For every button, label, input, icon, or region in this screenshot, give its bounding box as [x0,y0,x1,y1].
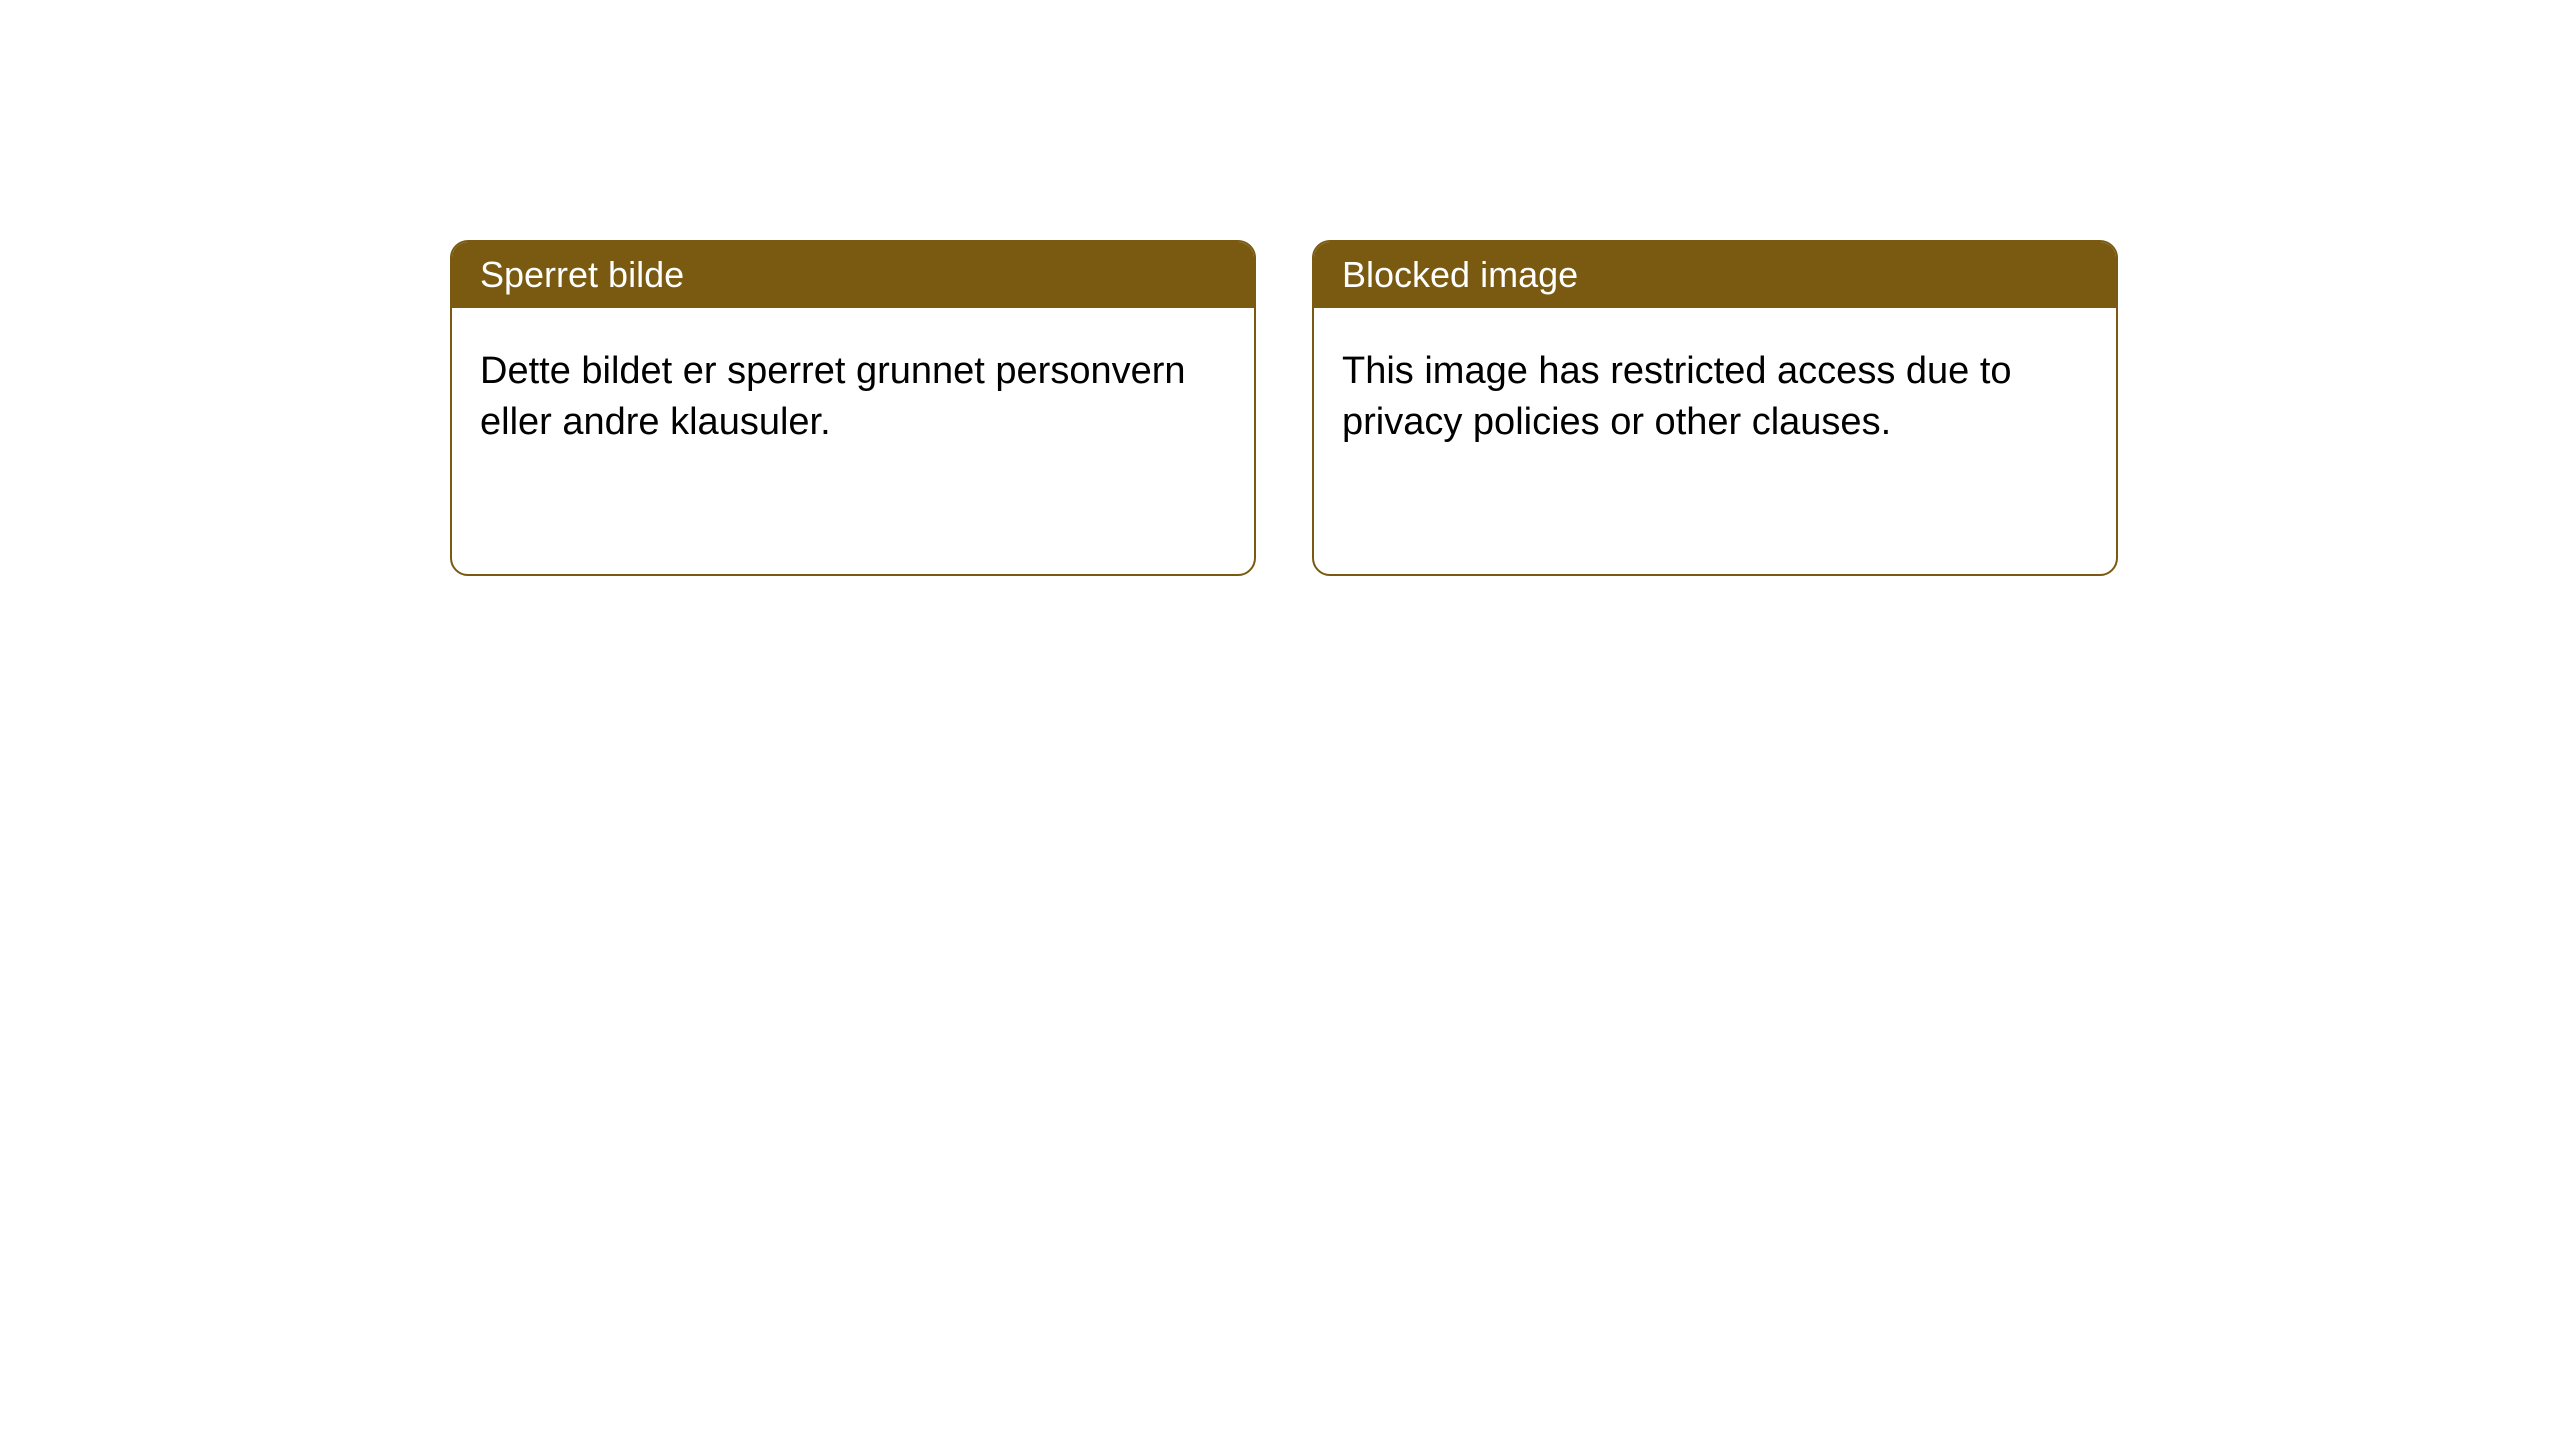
notice-body-text: This image has restricted access due to … [1342,350,2012,443]
notice-body: This image has restricted access due to … [1314,308,2116,487]
notice-box-norwegian: Sperret bilde Dette bildet er sperret gr… [450,240,1256,576]
notice-title: Sperret bilde [480,254,684,295]
notice-body: Dette bildet er sperret grunnet personve… [452,308,1254,487]
notice-title: Blocked image [1342,254,1578,295]
notice-body-text: Dette bildet er sperret grunnet personve… [480,350,1186,443]
notice-header: Sperret bilde [452,242,1254,308]
notice-container: Sperret bilde Dette bildet er sperret gr… [0,0,2560,576]
notice-box-english: Blocked image This image has restricted … [1312,240,2118,576]
notice-header: Blocked image [1314,242,2116,308]
